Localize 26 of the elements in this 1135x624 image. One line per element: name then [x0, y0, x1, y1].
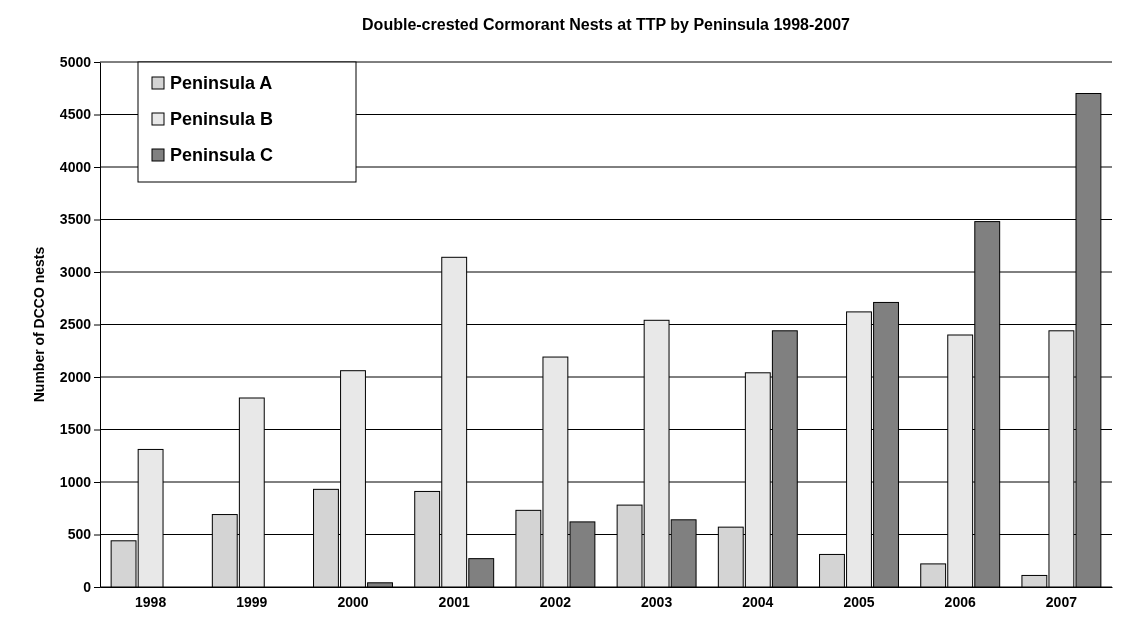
- y-tick-label: 3500: [59, 211, 92, 228]
- x-tick-label: 2002: [539, 593, 572, 610]
- x-tick-label: 2001: [438, 593, 470, 610]
- y-tick-label: 1500: [59, 421, 92, 438]
- y-tick-label: 5000: [59, 53, 92, 70]
- y-tick-label: 4000: [59, 158, 92, 175]
- y-tick-label: 2500: [59, 316, 92, 333]
- y-tick-label: 4500: [59, 106, 92, 123]
- x-tick-label: 1999: [236, 593, 268, 610]
- x-tick-label: 2005: [843, 593, 875, 610]
- legend-label: Peninsula C: [170, 145, 274, 165]
- x-tick-label: 2007: [1045, 593, 1078, 610]
- chart-title: Double-crested Cormorant Nests at TTP by Peninsula 1998-2007: [362, 16, 851, 33]
- y-tick-label: 1000: [59, 473, 92, 490]
- x-tick-label: 2006: [944, 593, 976, 610]
- legend-label: Peninsula A: [170, 73, 273, 93]
- y-tick-label: 0: [83, 578, 92, 595]
- legend-label: Peninsula B: [170, 109, 274, 129]
- y-axis-title: Number of DCCO nests: [31, 246, 47, 403]
- y-tick-label: 2000: [59, 368, 92, 385]
- y-tick-label: 3000: [59, 263, 92, 280]
- y-tick-label: 500: [67, 526, 92, 543]
- x-tick-label: 2004: [742, 593, 774, 610]
- x-tick-label: 1998: [135, 593, 167, 610]
- x-tick-label: 2000: [337, 593, 369, 610]
- x-tick-label: 2003: [641, 593, 673, 610]
